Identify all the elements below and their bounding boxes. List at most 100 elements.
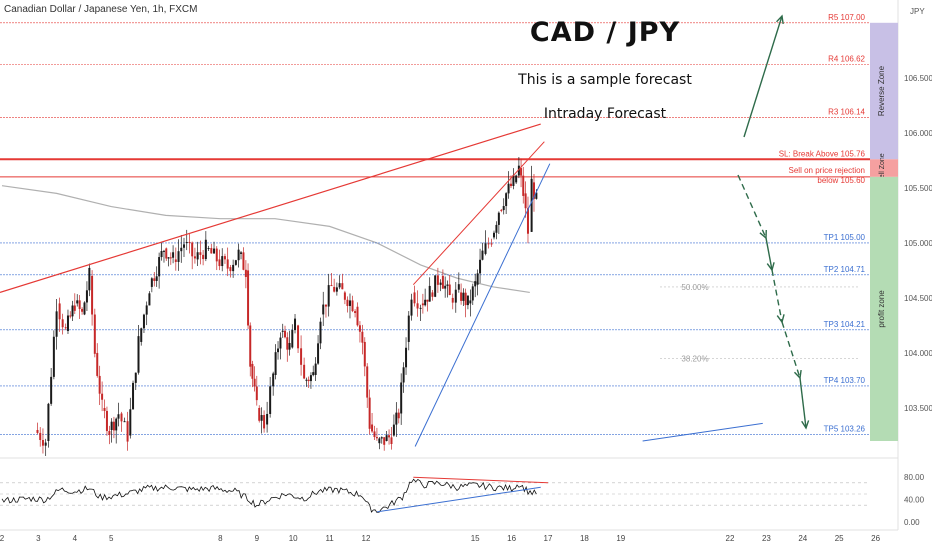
candle-body bbox=[469, 300, 472, 304]
x-tick-label: 24 bbox=[798, 534, 807, 543]
candle-body bbox=[462, 292, 465, 301]
candle-body bbox=[158, 257, 161, 277]
candle-body bbox=[383, 437, 386, 445]
currency-label: JPY bbox=[910, 7, 925, 16]
chart-title: CAD / JPY bbox=[529, 17, 681, 48]
candle-body bbox=[155, 276, 158, 281]
candle-body bbox=[177, 251, 180, 262]
x-tick-label: 11 bbox=[325, 534, 334, 543]
y-tick-label: 104.500 bbox=[904, 294, 932, 303]
rsi-tick-label: 80.00 bbox=[904, 473, 925, 482]
candle-body bbox=[183, 244, 185, 248]
candle-body bbox=[319, 321, 322, 344]
candle-body bbox=[73, 305, 76, 311]
level-label: TP1 105.00 bbox=[824, 233, 866, 242]
candle-body bbox=[439, 282, 442, 285]
candle-body bbox=[172, 252, 175, 258]
candle-body bbox=[247, 270, 250, 326]
candle-body bbox=[358, 325, 361, 332]
candle-body bbox=[129, 409, 132, 436]
candle-body bbox=[120, 413, 123, 422]
candle-body bbox=[61, 319, 64, 328]
candle-body bbox=[390, 437, 393, 445]
x-tick-label: 3 bbox=[36, 534, 41, 543]
x-tick-label: 2 bbox=[0, 534, 5, 543]
candle-body bbox=[322, 304, 325, 315]
candle-body bbox=[88, 267, 91, 291]
candle-body bbox=[397, 412, 400, 419]
candle-body bbox=[279, 337, 282, 349]
candle-body bbox=[269, 386, 272, 414]
candle-body bbox=[444, 285, 447, 289]
y-tick-label: 105.500 bbox=[904, 184, 932, 193]
candle-body bbox=[351, 300, 354, 312]
candle-body bbox=[180, 247, 183, 252]
candle-body bbox=[226, 259, 229, 269]
candle-body bbox=[402, 367, 405, 383]
forecast-arrow-5 bbox=[799, 377, 807, 429]
candle-body bbox=[327, 285, 330, 307]
candle-body bbox=[240, 252, 243, 254]
candle-body bbox=[333, 286, 336, 292]
candle-body bbox=[105, 410, 108, 432]
y-tick-label: 106.000 bbox=[904, 129, 932, 138]
x-tick-label: 18 bbox=[580, 534, 589, 543]
candle-body bbox=[291, 330, 294, 348]
level-label: TP3 104.21 bbox=[824, 320, 866, 329]
candle-body bbox=[39, 432, 42, 441]
candle-body bbox=[47, 403, 50, 441]
candle-body bbox=[466, 295, 469, 306]
candle-body bbox=[272, 373, 275, 387]
candle-body bbox=[300, 348, 303, 365]
candle-body bbox=[41, 440, 44, 446]
candle-body bbox=[93, 314, 96, 354]
zone-label: Sell Zone bbox=[879, 153, 886, 183]
candle-body bbox=[378, 438, 381, 444]
level-label: TP4 103.70 bbox=[824, 376, 866, 385]
candle-body bbox=[55, 311, 58, 337]
candle-body bbox=[263, 415, 266, 429]
candle-body bbox=[312, 372, 315, 376]
candle-body bbox=[507, 183, 510, 194]
candle-body bbox=[330, 285, 333, 287]
candle-body bbox=[426, 299, 429, 302]
candle-body bbox=[96, 352, 99, 376]
candle-body bbox=[493, 232, 496, 238]
candle-body bbox=[253, 378, 256, 387]
x-tick-label: 17 bbox=[544, 534, 553, 543]
candle-body bbox=[213, 248, 216, 254]
candle-body bbox=[134, 372, 137, 383]
candle-body bbox=[341, 283, 344, 290]
candle-body bbox=[169, 257, 172, 259]
resistance-trendline bbox=[0, 123, 541, 293]
x-tick-label: 9 bbox=[255, 534, 260, 543]
rsi-tick-label: 0.00 bbox=[904, 518, 920, 527]
level-label: TP2 104.71 bbox=[824, 265, 866, 274]
level-label: below 105.60 bbox=[817, 176, 865, 185]
candle-body bbox=[314, 363, 317, 375]
candle-body bbox=[481, 250, 484, 260]
candle-body bbox=[505, 193, 508, 207]
candle-body bbox=[251, 363, 254, 379]
candle-body bbox=[207, 248, 210, 250]
candle-body bbox=[150, 278, 153, 287]
candle-body bbox=[288, 342, 291, 350]
wedge-upper-line bbox=[412, 141, 545, 286]
bullish-arrow bbox=[743, 15, 783, 138]
candle-body bbox=[448, 284, 451, 296]
level-label: R5 107.00 bbox=[828, 13, 865, 22]
candle-body bbox=[78, 300, 81, 309]
candle-body bbox=[526, 208, 529, 234]
candle-body bbox=[363, 341, 366, 367]
candle-body bbox=[294, 318, 297, 331]
candle-body bbox=[419, 307, 422, 309]
candle-body bbox=[509, 183, 512, 187]
candle-body bbox=[512, 175, 515, 187]
candle-body bbox=[392, 424, 395, 436]
candle-body bbox=[335, 287, 338, 292]
candle-body bbox=[281, 330, 284, 332]
candle-body bbox=[421, 303, 424, 306]
candle-body bbox=[81, 308, 84, 312]
